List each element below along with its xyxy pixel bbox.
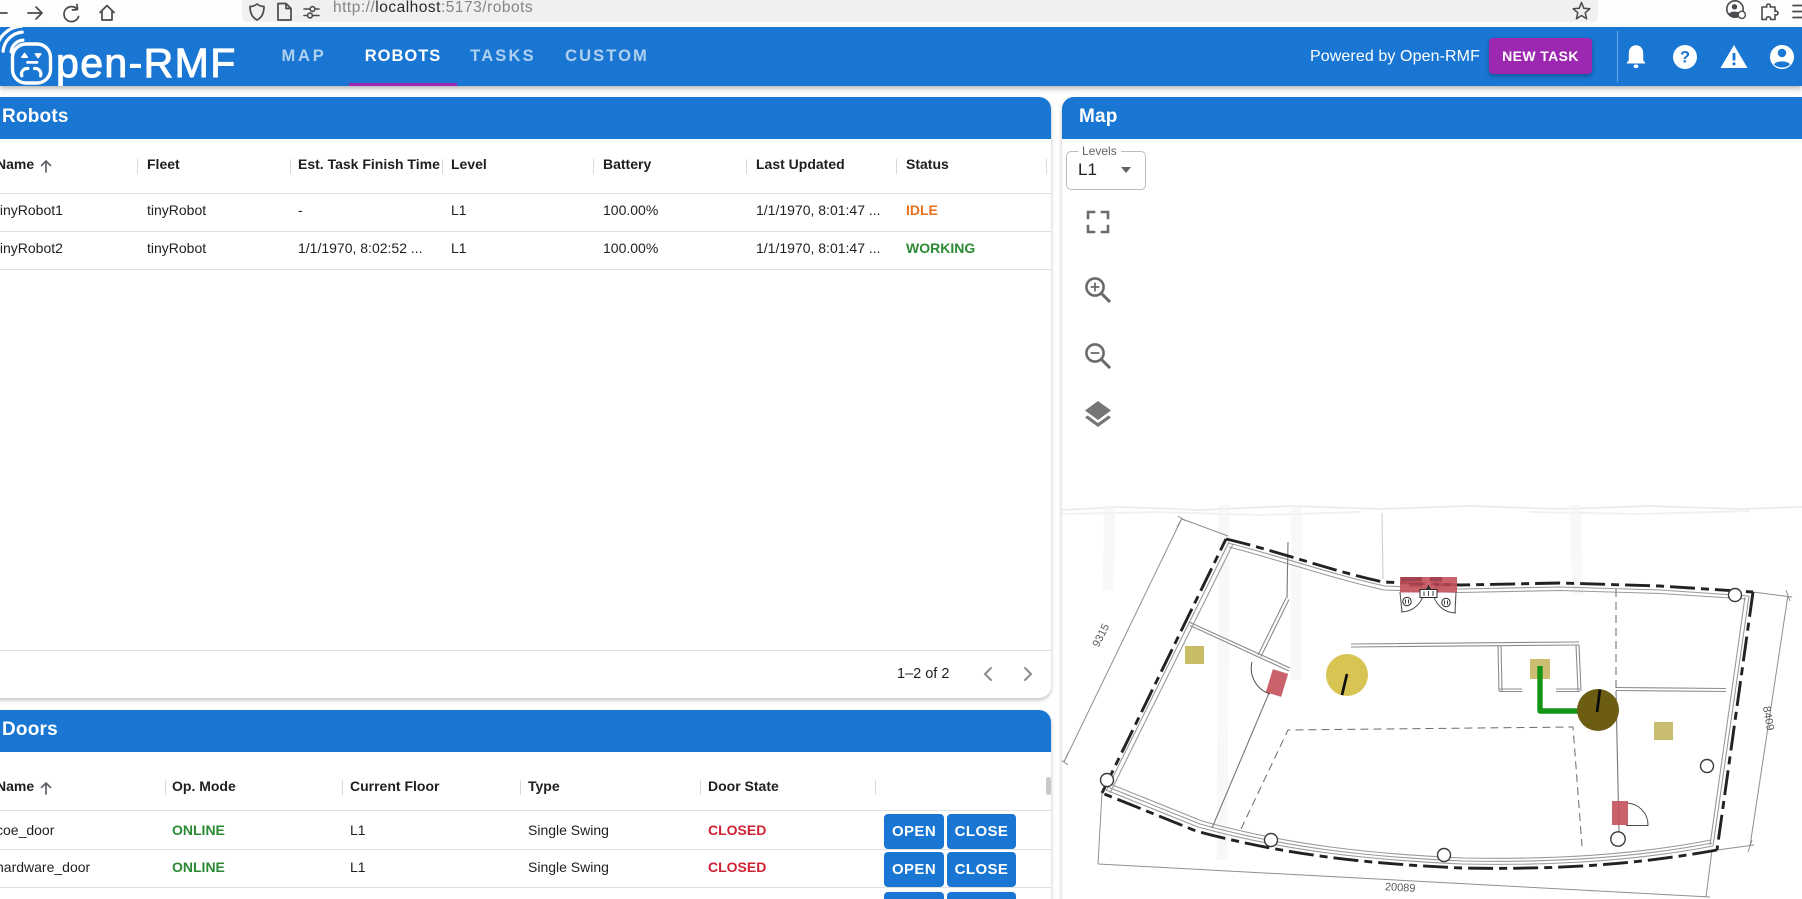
svg-text:?: ? bbox=[1680, 49, 1690, 67]
svg-text:9315: 9315 bbox=[1090, 622, 1112, 649]
svg-text:8409: 8409 bbox=[1760, 705, 1776, 731]
svg-text:20089: 20089 bbox=[1385, 881, 1416, 895]
